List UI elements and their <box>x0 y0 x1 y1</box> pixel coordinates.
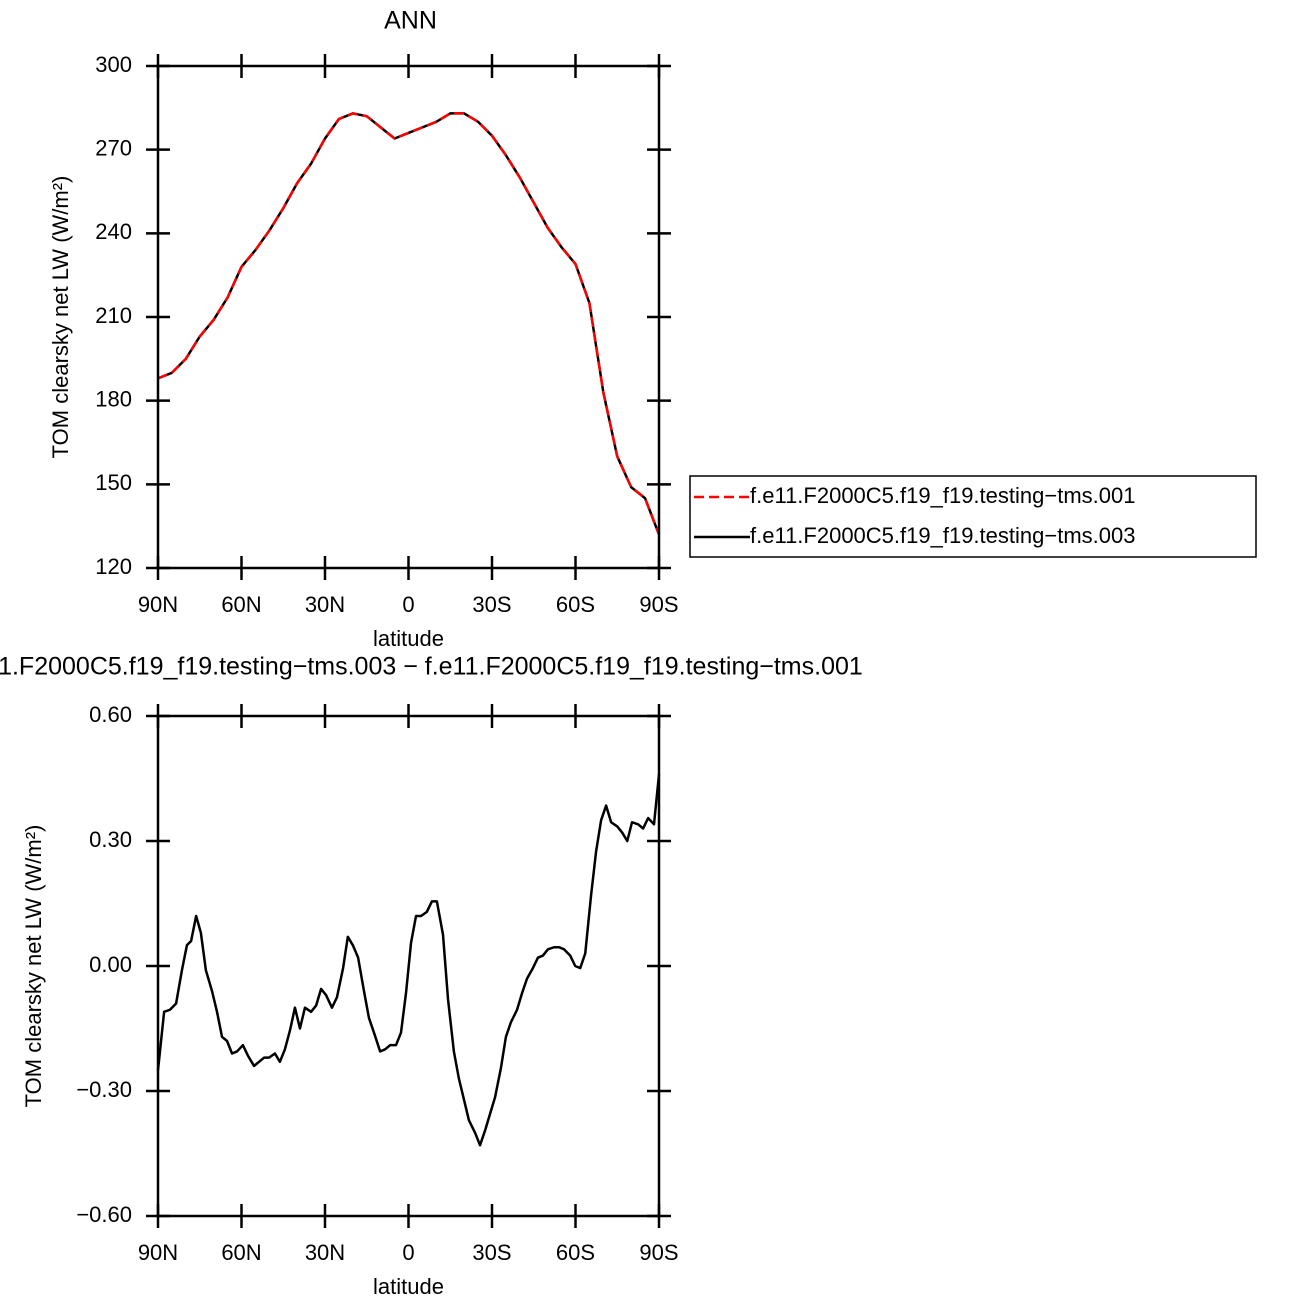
x-tick-label: 90S <box>639 592 678 617</box>
y-tick-label: 150 <box>95 470 132 495</box>
series-line <box>156 774 661 1147</box>
legend-label: f.e11.F2000C5.f19_f19.testing−tms.001 <box>750 483 1135 508</box>
y-axis-label: TOM clearsky net LW (W/m²) <box>21 825 46 1108</box>
y-tick-label: 0.60 <box>89 702 132 727</box>
x-tick-label: 0 <box>402 1240 414 1265</box>
y-tick-label: 270 <box>95 135 132 160</box>
x-tick-label: 90N <box>138 592 178 617</box>
x-tick-label: 90N <box>138 1240 178 1265</box>
x-tick-label: 30S <box>472 1240 511 1265</box>
x-tick-label: 30S <box>472 592 511 617</box>
y-tick-label: −0.30 <box>76 1077 132 1102</box>
y-tick-label: 0.30 <box>89 827 132 852</box>
y-axis-label: TOM clearsky net LW (W/m²) <box>48 176 73 459</box>
x-tick-label: 60S <box>556 592 595 617</box>
y-tick-label: 180 <box>95 386 132 411</box>
x-tick-label: 0 <box>402 592 414 617</box>
legend-label: f.e11.F2000C5.f19_f19.testing−tms.003 <box>750 523 1135 548</box>
y-tick-label: −0.60 <box>76 1202 132 1227</box>
x-tick-label: 30N <box>305 1240 345 1265</box>
y-tick-label: 210 <box>95 303 132 328</box>
x-tick-label: 60S <box>556 1240 595 1265</box>
x-tick-label: 60N <box>221 1240 261 1265</box>
chart-title: f.e11.F2000C5.f19_f19.testing−tms.003 − … <box>0 653 863 681</box>
chart-title: ANN <box>384 7 437 35</box>
y-tick-label: 120 <box>95 554 132 579</box>
x-axis-label: latitude <box>373 626 444 651</box>
series-line <box>157 112 661 535</box>
x-tick-label: 30N <box>305 592 345 617</box>
y-tick-label: 0.00 <box>89 952 132 977</box>
x-axis-label: latitude <box>373 1274 444 1299</box>
x-tick-label: 90S <box>639 1240 678 1265</box>
legend-box <box>689 475 1257 558</box>
y-tick-label: 300 <box>95 52 132 77</box>
series-line <box>157 112 661 535</box>
y-tick-label: 240 <box>95 219 132 244</box>
plot-frame <box>156 64 661 570</box>
x-tick-label: 60N <box>221 592 261 617</box>
